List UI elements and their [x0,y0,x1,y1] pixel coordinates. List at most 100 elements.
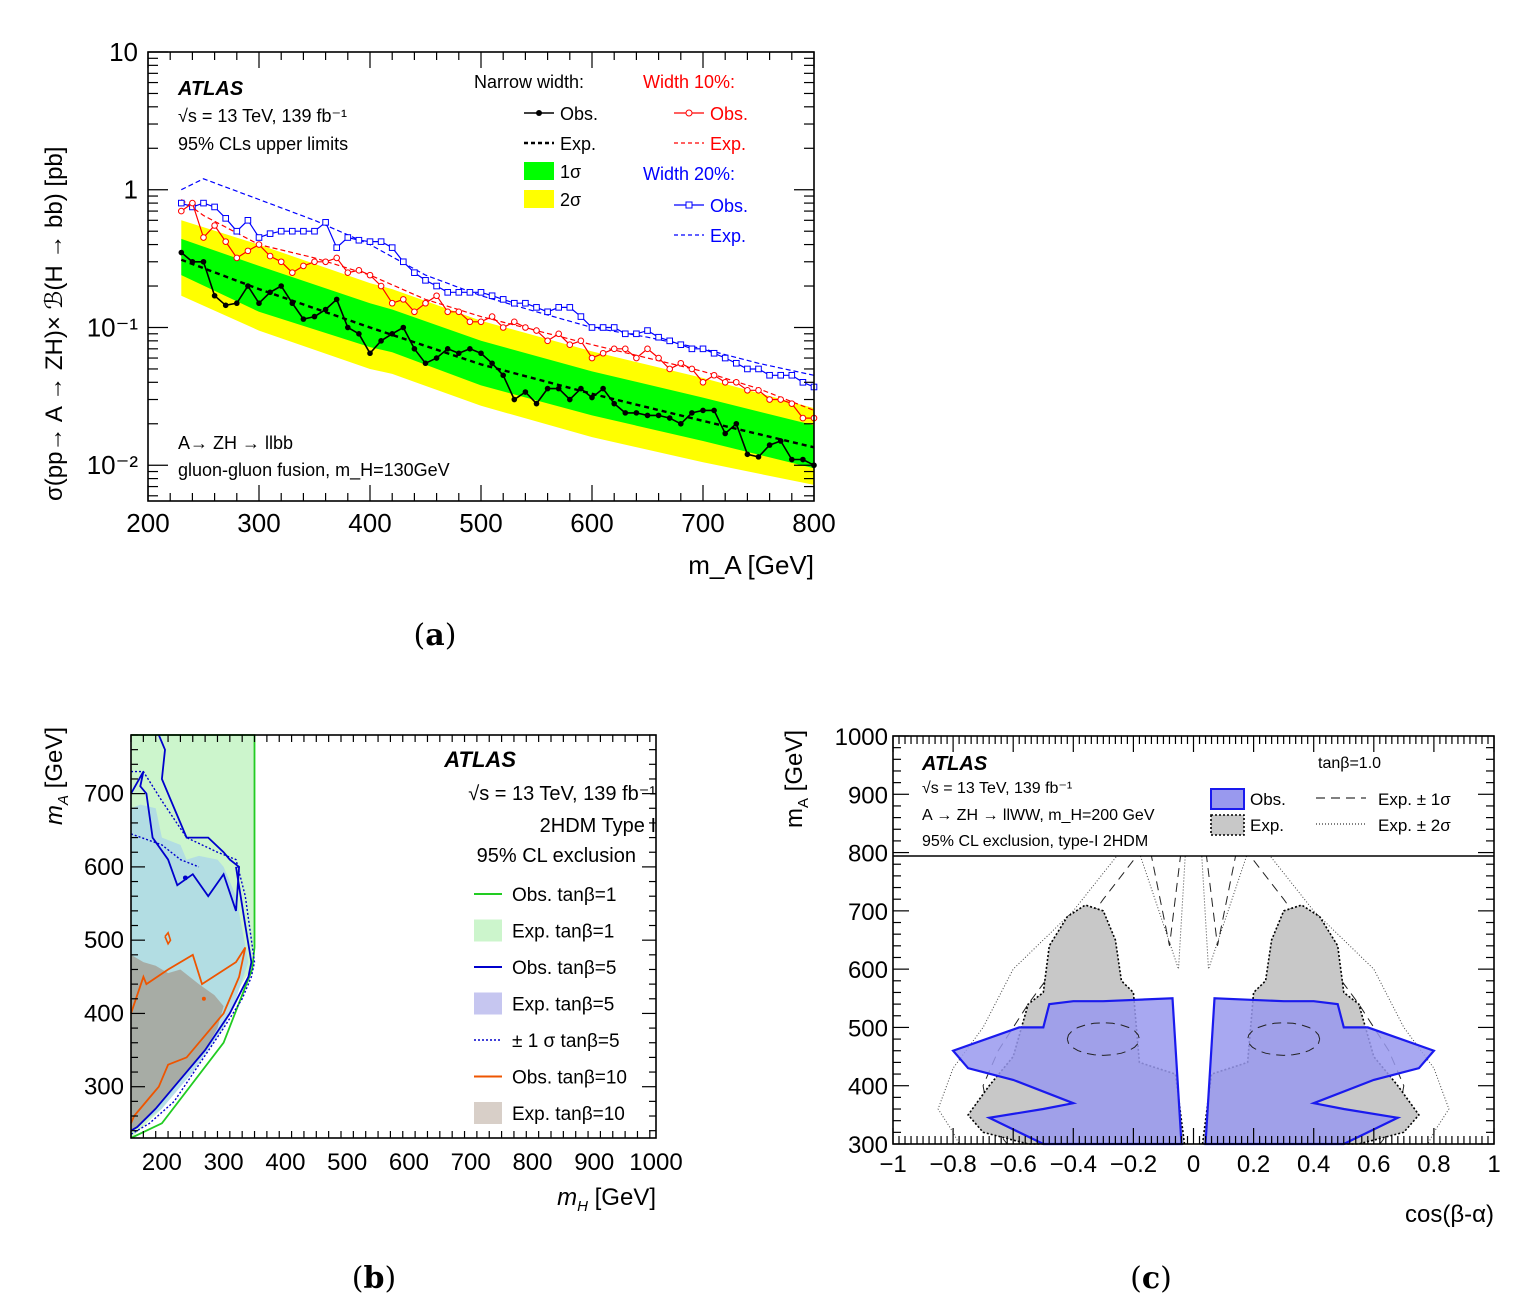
point-observed-width10 [222,238,229,245]
y-tick-label: 10 [109,37,138,67]
point-observed-width10 [688,365,696,373]
x-tick-label: −1 [879,1151,906,1178]
point-observed-width10 [577,337,585,345]
point-observed-width20 [666,337,674,345]
point-observed-narrow [367,350,373,357]
x-tick-label: −0.2 [1110,1151,1157,1178]
x-tick-label: 0.6 [1357,1151,1390,1178]
point-observed-width20 [633,330,640,338]
panel-c-ylabel: mA [GeV] [781,730,812,828]
panel-b-atlas-label: ATLAS [443,747,516,772]
contour-exp-2sigma-right [1199,817,1450,1145]
point-observed-width20 [599,324,607,331]
point-observed-width20 [311,227,318,235]
point-observed-narrow [800,456,806,463]
point-observed-narrow [189,258,196,265]
legend-b-label: Obs. tanβ=1 [512,885,616,906]
x-tick-label: −0.8 [929,1151,976,1178]
point-observed-width10 [344,269,352,276]
x-tick-label: 400 [265,1149,305,1176]
point-observed-narrow [211,292,218,299]
point-observed-narrow [489,360,495,367]
legend-c-exp: Exp. [1250,816,1284,835]
point-observed-width20 [733,359,740,367]
legend-w20-obs-marker [685,201,693,209]
point-observed-width20 [744,365,751,373]
point-observed-width20 [566,304,574,311]
point-observed-width20 [710,349,718,357]
point-observed-width10 [544,337,551,345]
point-observed-width10 [233,254,241,262]
point-observed-width20 [266,230,274,237]
point-observed-narrow [700,407,706,414]
point-observed-width20 [322,219,329,226]
legend-c-exp-swatch [1210,814,1245,836]
point-observed-narrow [755,454,762,460]
point-observed-narrow [766,442,773,448]
point-observed-width10 [377,282,385,290]
point-observed-narrow [522,389,529,395]
point-observed-narrow [178,249,185,256]
point-observed-width10 [499,324,507,331]
x-tick-label: 400 [348,508,391,538]
band-1sigma [181,238,815,469]
point-observed-width10 [710,371,718,379]
point-observed-narrow [689,410,695,416]
panel-c-tanb-label: tanβ=1.0 [1318,755,1381,772]
point-observed-width20 [755,365,762,373]
legend-band2: 2σ [560,190,581,210]
panel-c-energy-label: √s = 13 TeV, 139 fb⁻¹ [922,780,1072,797]
x-tick-label: 700 [451,1149,491,1176]
point-observed-width10 [633,354,640,362]
contour-exp-2sigma-left [937,817,1188,1145]
point-observed-width10 [588,354,596,362]
y-tick-label: 500 [848,1015,888,1042]
point-observed-width20 [544,308,551,316]
point-observed-narrow [644,412,651,419]
panel-c-caption-letter: c [1142,1261,1160,1296]
legend-narrow-header: Narrow width: [474,72,584,92]
point-observed-width10 [366,271,374,279]
contour-obs-tanb5-dot [182,875,188,881]
point-observed-width20 [444,289,451,296]
point-observed-width20 [655,333,662,341]
point-observed-narrow [300,316,307,322]
legend-narrow-exp: Exp. [560,134,596,154]
y-tick-label: 1000 [835,724,888,751]
legend-w10-obs-marker [685,109,693,117]
point-observed-narrow [256,300,262,307]
point-observed-narrow [544,385,551,392]
x-tick-label: 300 [204,1149,244,1176]
legend-b-swatch [474,1102,502,1124]
point-observed-width20 [522,299,529,307]
point-observed-width20 [610,324,618,331]
panel-a: 200 300 400 500 600 700 800 10 1 10⁻¹ 10⁻² ATLAS √… [41,37,836,653]
point-observed-narrow [267,289,273,296]
point-observed-width20 [488,292,496,300]
point-observed-width20 [688,345,696,353]
point-observed-narrow [600,385,606,392]
point-observed-width10 [777,396,785,403]
point-observed-narrow [744,451,751,458]
point-observed-narrow [655,412,662,419]
point-observed-width10 [766,396,773,403]
panel-a-xlabel: m_A [GeV] [688,550,814,580]
panel-c-caption: (c) [1130,1261,1172,1296]
x-tick-label: 900 [574,1149,614,1176]
point-observed-narrow [245,283,251,289]
point-observed-width20 [222,215,229,222]
point-observed-width20 [289,227,296,235]
point-observed-width20 [366,238,374,245]
point-observed-width20 [178,199,185,207]
panel-c-cl-label: 95% CL exclusion, type-I 2HDM [922,833,1148,850]
legend-b-label: Exp. tanβ=1 [512,922,614,943]
contour-obs-tanb10-dot [201,996,206,1001]
point-observed-width10 [655,354,662,362]
point-observed-width10 [244,247,252,255]
panel-a-atlas-label: ATLAS [177,78,244,100]
y-tick-label: 1 [124,175,138,205]
panel-a-caption-letter: a [425,618,444,653]
x-tick-label: 0.8 [1417,1151,1450,1178]
point-observed-width20 [677,341,685,349]
